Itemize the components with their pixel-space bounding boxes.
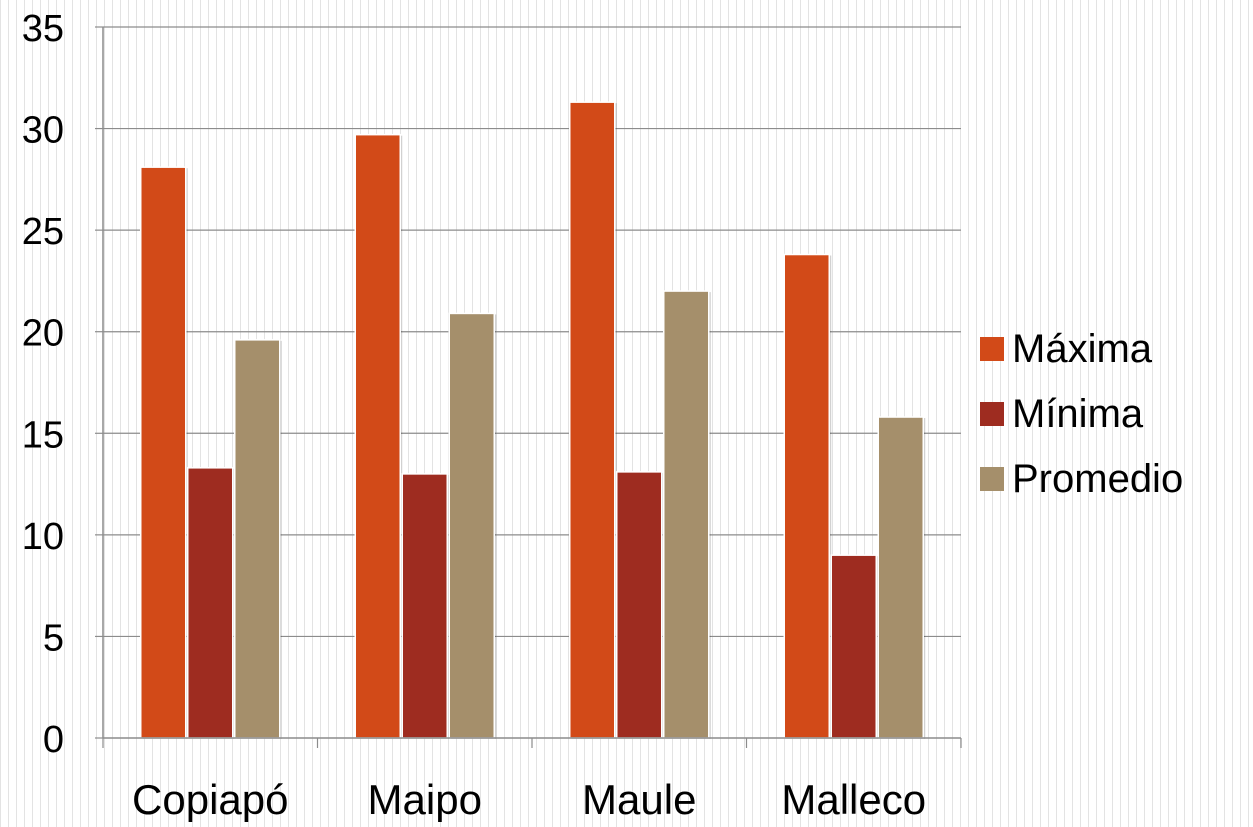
x-tick-labels: Copiapó Maipo Maule Malleco: [132, 776, 926, 823]
legend-swatch: [980, 467, 1004, 491]
y-tick-label: 10: [22, 516, 64, 558]
x-tick-label: Copiapó: [132, 776, 288, 822]
legend-swatch: [980, 337, 1004, 361]
bar-promedio-maule: [663, 290, 710, 739]
y-tick-label: 25: [22, 211, 64, 253]
x-tick-label: Maule: [582, 776, 696, 822]
bar-minima-copiapo: [187, 467, 234, 739]
bar-promedio-copiapo: [234, 339, 281, 739]
legend: Máxima Mínima Promedio: [980, 327, 1183, 501]
legend-swatch: [980, 402, 1004, 426]
bars: [140, 101, 926, 740]
bar-maxima-maule: [569, 101, 616, 739]
x-tick-label: Malleco: [781, 776, 926, 822]
y-tick-label: 35: [22, 8, 64, 50]
y-tick-label: 20: [22, 313, 64, 355]
bar-maxima-copiapo: [140, 166, 187, 739]
y-tick-label: 30: [22, 110, 64, 152]
bar-minima-maipo: [401, 473, 448, 739]
y-tick-label: 15: [22, 414, 64, 456]
legend-label: Máxima: [1012, 327, 1153, 371]
y-tick-label: 0: [43, 719, 64, 761]
y-tick-labels: 0 5 10 15 20 25 30 35: [22, 8, 64, 761]
bar-maxima-malleco: [783, 253, 830, 739]
x-tick-label: Maipo: [368, 776, 482, 822]
y-tick-label: 5: [43, 617, 64, 659]
legend-label: Mínima: [1012, 392, 1144, 436]
bar-promedio-malleco: [877, 416, 924, 739]
bar-maxima-maipo: [354, 133, 401, 739]
bar-minima-malleco: [830, 554, 877, 739]
bar-promedio-maipo: [448, 312, 495, 739]
bar-minima-maule: [616, 471, 663, 739]
axes: [102, 27, 962, 748]
legend-label: Promedio: [1012, 457, 1183, 501]
